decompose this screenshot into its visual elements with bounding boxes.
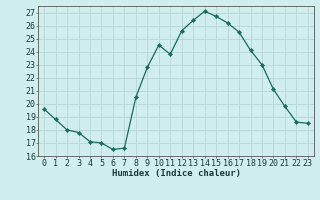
X-axis label: Humidex (Indice chaleur): Humidex (Indice chaleur): [111, 169, 241, 178]
